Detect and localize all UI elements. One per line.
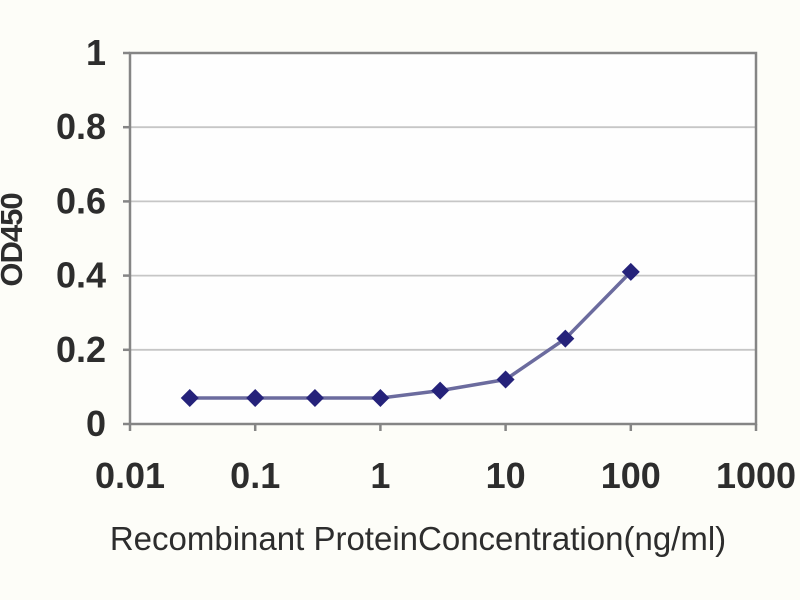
- data-point-marker: [371, 389, 390, 408]
- data-point-marker: [305, 389, 324, 408]
- y-axis-title: OD450: [0, 193, 29, 286]
- data-point-marker: [556, 329, 575, 348]
- x-tick-label: 0.01: [95, 455, 165, 496]
- y-tick-label: 0.6: [56, 180, 106, 221]
- series-line: [189, 270, 633, 400]
- x-tick-label: 100: [601, 455, 661, 496]
- y-tick-label: 0.2: [56, 329, 106, 370]
- y-tick-label: 0: [86, 403, 106, 444]
- x-tick-label: 1000: [716, 455, 796, 496]
- plot-area: 0 0.2 0.4 0.6 0.8 1 0.01 0.1 1 10 100 1000: [56, 32, 796, 496]
- data-point-marker: [180, 389, 199, 408]
- x-axis-title: Recombinant ProteinConcentration(ng/ml): [110, 520, 726, 557]
- y-tick-label: 1: [86, 32, 106, 73]
- data-point-marker: [246, 389, 265, 408]
- x-tick-label: 0.1: [230, 455, 280, 496]
- plot-border: [128, 51, 758, 426]
- y-tick-label: 0.4: [56, 255, 106, 296]
- data-point-marker: [621, 262, 640, 281]
- y-tick-label: 0.8: [56, 106, 106, 147]
- x-tick-label: 10: [486, 455, 526, 496]
- plot-background: [130, 53, 756, 424]
- data-point-marker: [431, 381, 450, 400]
- x-tick-label: 1: [370, 455, 390, 496]
- data-point-marker: [496, 370, 515, 389]
